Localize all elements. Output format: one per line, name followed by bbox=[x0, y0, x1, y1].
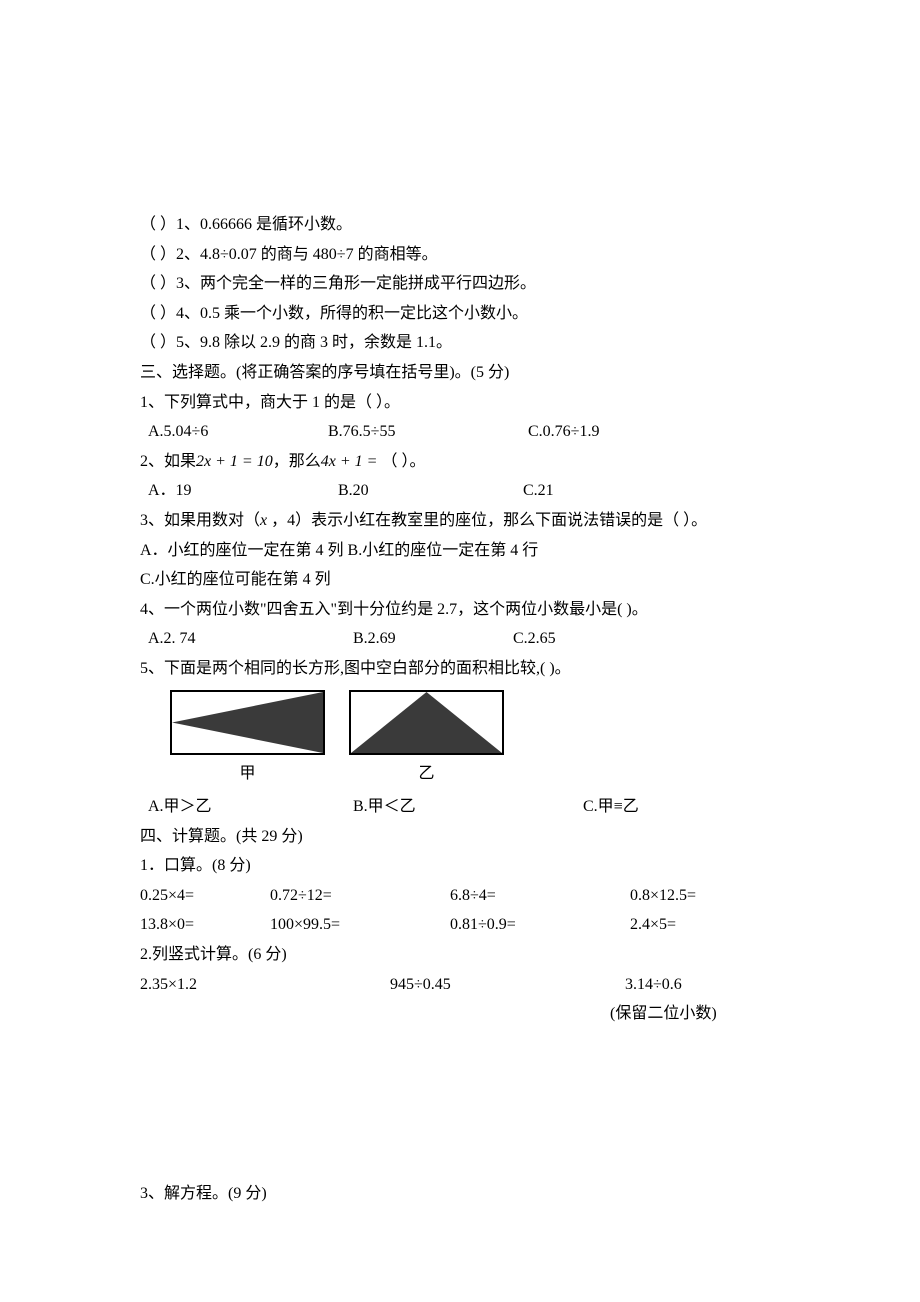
q5-stem: 5、下面是两个相同的长方形,图中空白部分的面积相比较,( )。 bbox=[140, 654, 780, 684]
q3-line2: A．小红的座位一定在第 4 列 B.小红的座位一定在第 4 行 bbox=[140, 536, 780, 566]
workspace-gap bbox=[140, 1029, 780, 1179]
q3-post: ，4）表示小红在教室里的座位，那么下面说法错误的是（ ）。 bbox=[267, 512, 707, 529]
calc-r1-2: 0.72÷12= bbox=[270, 881, 450, 911]
q2-post: （ ）。 bbox=[381, 453, 425, 470]
q2-eq1: 2x + 1 = 10 bbox=[196, 453, 273, 470]
s4p1-title: 1．口算。(8 分) bbox=[140, 851, 780, 881]
q4-options: A.2. 74 B.2.69 C.2.65 bbox=[148, 624, 780, 654]
q2-stem: 2、如果2x + 1 = 10，那么4x + 1 = （ ）。 bbox=[140, 447, 780, 477]
triangle-jia-icon bbox=[172, 692, 323, 753]
q4-stem: 4、一个两位小数"四舍五入"到十分位约是 2.7，这个两位小数最小是( )。 bbox=[140, 595, 780, 625]
calc-r1-1: 0.25×4= bbox=[140, 881, 270, 911]
q3-pre: 3、如果用数对（ bbox=[140, 512, 260, 529]
s4p2-title: 2.列竖式计算。(6 分) bbox=[140, 940, 780, 970]
rect-jia bbox=[170, 690, 325, 755]
section3-title: 三、选择题。(将正确答案的序号填在括号里)。(5 分) bbox=[140, 358, 780, 388]
q5-opt-c: C.甲≡乙 bbox=[583, 792, 703, 822]
q2-opt-c: C.21 bbox=[523, 476, 623, 506]
calc-r1-3: 6.8÷4= bbox=[450, 881, 630, 911]
s4p2-items: 2.35×1.2 945÷0.45 3.14÷0.6 bbox=[140, 970, 780, 1000]
q5-fig-yi: 乙 bbox=[349, 690, 504, 789]
judge-item-2: （ ）2、4.8÷0.07 的商与 480÷7 的商相等。 bbox=[140, 240, 780, 270]
calc-p2-3: 3.14÷0.6 bbox=[625, 970, 775, 1000]
triangle-yi-icon bbox=[351, 692, 502, 753]
q2-mid: ，那么 bbox=[273, 453, 321, 470]
calc-p2-1: 2.35×1.2 bbox=[140, 970, 390, 1000]
q5-options: A.甲＞乙 B.甲＜乙 C.甲≡乙 bbox=[148, 792, 780, 822]
q5-opt-a: A.甲＞乙 bbox=[148, 792, 353, 822]
judge-item-3: （ ）3、两个完全一样的三角形一定能拼成平行四边形。 bbox=[140, 269, 780, 299]
label-jia: 甲 bbox=[239, 759, 255, 789]
calc-r2-1: 13.8×0= bbox=[140, 910, 270, 940]
q5-opt-b: B.甲＜乙 bbox=[353, 792, 583, 822]
calc-p2-2: 945÷0.45 bbox=[390, 970, 625, 1000]
q2-eq2: 4x + 1 = bbox=[321, 453, 378, 470]
q2-options: A．19 B.20 C.21 bbox=[148, 476, 780, 506]
s4p2-note-row: (保留二位小数) bbox=[140, 999, 780, 1029]
label-yi: 乙 bbox=[418, 759, 434, 789]
calc-r1-4: 0.8×12.5= bbox=[630, 881, 770, 911]
s4p1-row1: 0.25×4= 0.72÷12= 6.8÷4= 0.8×12.5= bbox=[140, 881, 780, 911]
judge-item-5: （ ）5、9.8 除以 2.9 的商 3 时，余数是 1.1。 bbox=[140, 328, 780, 358]
q2-opt-b: B.20 bbox=[338, 476, 523, 506]
q1-opt-a: A.5.04÷6 bbox=[148, 417, 328, 447]
judge-item-4: （ ）4、0.5 乘一个小数，所得的积一定比这个小数小。 bbox=[140, 299, 780, 329]
q4-opt-a: A.2. 74 bbox=[148, 624, 353, 654]
q5-figures: 甲 乙 bbox=[170, 690, 780, 789]
calc-r2-4: 2.4×5= bbox=[630, 910, 770, 940]
q3-stem: 3、如果用数对（x ，4）表示小红在教室里的座位，那么下面说法错误的是（ ）。 bbox=[140, 506, 780, 536]
q1-options: A.5.04÷6 B.76.5÷55 C.0.76÷1.9 bbox=[148, 417, 780, 447]
calc-r2-3: 0.81÷0.9= bbox=[450, 910, 630, 940]
s4p2-note: (保留二位小数) bbox=[610, 999, 770, 1029]
q3-line3: C.小红的座位可能在第 4 列 bbox=[140, 565, 780, 595]
section4-title: 四、计算题。(共 29 分) bbox=[140, 822, 780, 852]
q1-stem: 1、下列算式中，商大于 1 的是（ ）。 bbox=[140, 388, 780, 418]
q4-opt-b: B.2.69 bbox=[353, 624, 513, 654]
s4p3-title: 3、解方程。(9 分) bbox=[140, 1179, 780, 1209]
s4p1-row2: 13.8×0= 100×99.5= 0.81÷0.9= 2.4×5= bbox=[140, 910, 780, 940]
q1-opt-c: C.0.76÷1.9 bbox=[528, 417, 688, 447]
q1-opt-b: B.76.5÷55 bbox=[328, 417, 528, 447]
q4-opt-c: C.2.65 bbox=[513, 624, 633, 654]
judge-item-1: （ ）1、0.66666 是循环小数。 bbox=[140, 210, 780, 240]
q2-pre: 2、如果 bbox=[140, 453, 196, 470]
q5-fig-jia: 甲 bbox=[170, 690, 325, 789]
exam-page: （ ）1、0.66666 是循环小数。 （ ）2、4.8÷0.07 的商与 48… bbox=[0, 0, 920, 1302]
rect-yi bbox=[349, 690, 504, 755]
q2-opt-a: A．19 bbox=[148, 476, 338, 506]
calc-r2-2: 100×99.5= bbox=[270, 910, 450, 940]
